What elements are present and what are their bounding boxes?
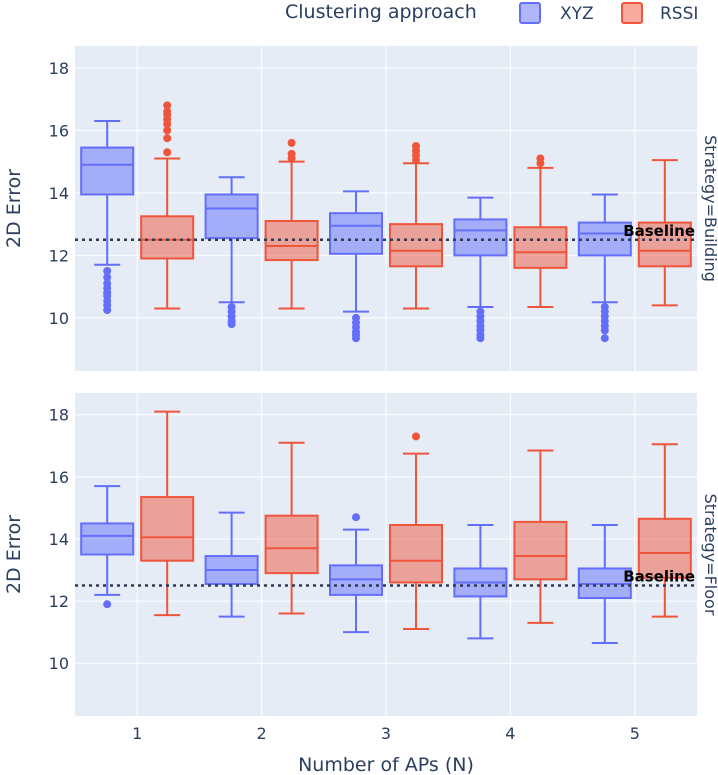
box-rssi-n3 bbox=[389, 142, 443, 310]
box-rssi-n4 bbox=[513, 449, 568, 624]
box-xyz-n3 bbox=[329, 190, 383, 343]
y-axis-title: 2D Error bbox=[3, 515, 25, 594]
outlier-point bbox=[287, 149, 296, 158]
outlier-point bbox=[352, 513, 360, 522]
box-body bbox=[80, 146, 135, 196]
x-tick-label: 5 bbox=[630, 724, 640, 743]
box-body bbox=[140, 496, 195, 562]
outlier-point bbox=[287, 138, 296, 147]
outlier-point bbox=[352, 334, 360, 343]
box-xyz-n4 bbox=[453, 196, 508, 343]
outlier-point bbox=[103, 273, 112, 282]
y-tick-label: 18 bbox=[49, 406, 69, 425]
box-rssi-n5 bbox=[637, 443, 692, 618]
x-axis: 1 2 3 4 5 bbox=[132, 724, 640, 743]
outlier-point bbox=[103, 306, 112, 315]
outlier-point bbox=[103, 267, 112, 275]
box-rssi-n5 bbox=[637, 159, 692, 307]
legend[interactable]: Clustering approach XYZ RSSI bbox=[285, 1, 698, 24]
legend-label-rssi: RSSI bbox=[660, 4, 698, 24]
baseline-label: Baseline bbox=[623, 568, 695, 586]
y-tick-label: 18 bbox=[49, 59, 69, 78]
box-body bbox=[389, 223, 443, 268]
baseline-label: Baseline bbox=[623, 222, 695, 240]
box-body bbox=[513, 226, 568, 269]
legend-swatch-xyz bbox=[519, 2, 541, 24]
y-tick-label: 14 bbox=[49, 184, 69, 203]
box-body bbox=[637, 221, 692, 268]
x-axis-title: Number of APs (N) bbox=[298, 754, 474, 775]
box-rssi-n3 bbox=[389, 432, 443, 631]
y-tick-label: 12 bbox=[49, 592, 69, 611]
box-rssi-n1 bbox=[140, 101, 195, 310]
x-tick-label: 4 bbox=[505, 724, 515, 743]
series-rssi bbox=[140, 101, 692, 310]
facet-label: Strategy=Building bbox=[701, 135, 718, 282]
legend-item-rssi[interactable]: RSSI bbox=[621, 2, 698, 24]
outlier-point bbox=[536, 154, 545, 163]
box-body bbox=[204, 193, 259, 240]
box-body bbox=[513, 520, 568, 581]
box-body bbox=[329, 212, 383, 255]
outlier-point bbox=[163, 134, 172, 143]
outlier-point bbox=[227, 320, 236, 329]
box-rssi-n2 bbox=[264, 441, 319, 615]
box-rssi-n1 bbox=[140, 410, 195, 617]
box-xyz-n1 bbox=[80, 485, 135, 609]
x-tick-label: 1 bbox=[132, 724, 142, 743]
box-rssi-n2 bbox=[264, 138, 319, 310]
box-body bbox=[140, 215, 195, 260]
y-tick-label: 16 bbox=[49, 468, 69, 487]
box-xyz-n5 bbox=[577, 523, 632, 645]
y-tick-label: 12 bbox=[49, 246, 69, 265]
x-tick-label: 2 bbox=[257, 724, 267, 743]
outlier-point bbox=[163, 107, 172, 116]
outlier-point bbox=[412, 142, 420, 150]
y-tick-label: 16 bbox=[49, 121, 69, 140]
y-tick-label: 14 bbox=[49, 530, 69, 549]
series-xyz bbox=[80, 485, 632, 645]
series-rssi bbox=[140, 410, 692, 631]
series-xyz bbox=[80, 120, 632, 343]
box-rssi-n4 bbox=[513, 154, 568, 308]
box-xyz-n4 bbox=[453, 523, 508, 640]
box-xyz-n2 bbox=[204, 511, 259, 618]
y-tick-label: 10 bbox=[49, 309, 69, 328]
legend-swatch-rssi bbox=[621, 2, 643, 24]
legend-item-xyz[interactable]: XYZ bbox=[519, 2, 594, 24]
facet-panel-2: 10 12 14 16 18 2D Error Strategy=Floor Baseline bbox=[3, 393, 718, 716]
outlier-point bbox=[163, 148, 172, 157]
x-tick-label: 3 bbox=[381, 724, 391, 743]
outlier-point bbox=[600, 326, 609, 335]
outlier-point bbox=[163, 101, 172, 110]
box-xyz-n1 bbox=[80, 120, 135, 315]
box-body bbox=[80, 522, 135, 556]
box-xyz-n3 bbox=[329, 513, 383, 634]
box-xyz-n2 bbox=[204, 176, 259, 329]
box-body bbox=[453, 218, 508, 257]
outlier-point bbox=[103, 600, 112, 609]
y-axis-title: 2D Error bbox=[3, 169, 25, 248]
box-body bbox=[637, 517, 692, 579]
facet-label: Strategy=Floor bbox=[701, 494, 718, 616]
outlier-point bbox=[600, 334, 609, 343]
legend-title: Clustering approach bbox=[285, 1, 477, 23]
outlier-point bbox=[163, 126, 172, 135]
y-tick-label: 10 bbox=[49, 654, 69, 673]
box-body bbox=[389, 523, 443, 584]
facet-panel-1: 10 12 14 16 18 2D Error Strategy=Building Basel… bbox=[3, 46, 718, 371]
box-body bbox=[264, 514, 319, 575]
outlier-point bbox=[476, 334, 485, 343]
outlier-point bbox=[412, 432, 420, 441]
legend-label-xyz: XYZ bbox=[560, 4, 594, 24]
